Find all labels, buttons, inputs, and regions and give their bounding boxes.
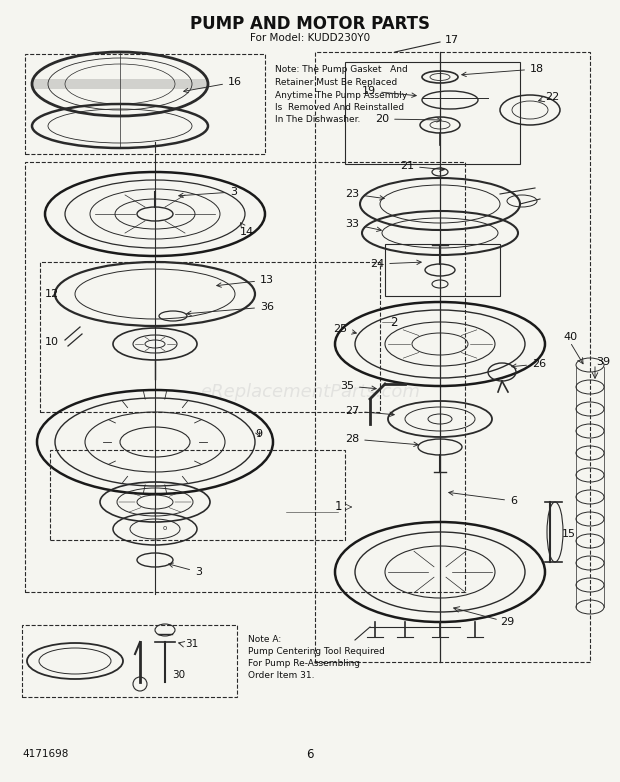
Text: o: o [163,525,167,531]
Text: 10: 10 [45,337,59,347]
Text: 20: 20 [375,114,441,124]
Bar [40,262,380,412]
Text: 15: 15 [562,529,576,539]
Text: 6: 6 [449,491,517,506]
Text: 14: 14 [240,223,254,237]
Text: 25: 25 [333,324,356,334]
Text: 21: 21 [400,161,445,171]
Text: For Pump Re-Assembling: For Pump Re-Assembling [248,658,360,668]
Text: 1: 1 [335,500,342,514]
Text: Note A:: Note A: [248,634,281,644]
Text: 26: 26 [512,359,546,369]
Text: For Model: KUDD230Y0: For Model: KUDD230Y0 [250,33,370,43]
Text: 3: 3 [169,563,202,577]
Bar [345,62,520,164]
Text: 12: 12 [45,289,59,299]
Text: 19: 19 [362,86,416,98]
Text: eReplacementParts.com: eReplacementParts.com [200,383,420,401]
Text: In The Dishwasher.: In The Dishwasher. [275,116,360,124]
Text: Retainer Must Be Replaced: Retainer Must Be Replaced [275,78,397,87]
Text: 31: 31 [185,639,198,649]
Text: 3: 3 [179,187,237,198]
Text: 13: 13 [217,275,274,287]
Bar [385,244,500,296]
Text: 6: 6 [306,748,314,761]
Text: 39: 39 [596,357,610,367]
Text: 22: 22 [545,92,559,102]
Text: Note: The Pump Gasket   And: Note: The Pump Gasket And [275,66,408,74]
Text: 18: 18 [462,64,544,77]
Text: 36: 36 [187,302,274,315]
Text: 30: 30 [172,670,185,680]
Text: 27: 27 [345,406,394,417]
Bar [25,54,265,154]
Text: 29: 29 [500,617,514,627]
Text: 35: 35 [340,381,376,391]
Bar [50,450,345,540]
Text: 2: 2 [390,315,397,328]
Text: 4171698: 4171698 [22,749,68,759]
Text: Order Item 31.: Order Item 31. [248,670,314,680]
Text: PUMP AND MOTOR PARTS: PUMP AND MOTOR PARTS [190,15,430,33]
Text: 16: 16 [184,77,242,93]
Text: 9: 9 [255,429,262,439]
Text: Anytime The Pump Assembly: Anytime The Pump Assembly [275,91,407,99]
Bar [25,162,465,592]
Text: 17: 17 [445,35,459,45]
Text: 33: 33 [345,219,381,231]
Text: 23: 23 [345,189,384,200]
Text: 24: 24 [370,259,421,269]
Text: 28: 28 [345,434,418,447]
Text: Pump Centering Tool Required: Pump Centering Tool Required [248,647,385,655]
Bar [315,52,590,662]
Bar [22,625,237,697]
Text: Is  Removed And Reinstalled: Is Removed And Reinstalled [275,103,404,112]
Text: 40: 40 [563,332,577,342]
